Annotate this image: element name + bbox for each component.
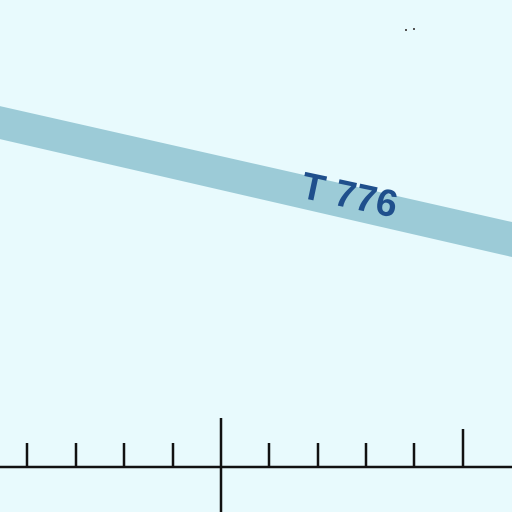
map-specks xyxy=(405,28,415,31)
scale-bar xyxy=(0,418,512,512)
route-band xyxy=(0,106,512,257)
